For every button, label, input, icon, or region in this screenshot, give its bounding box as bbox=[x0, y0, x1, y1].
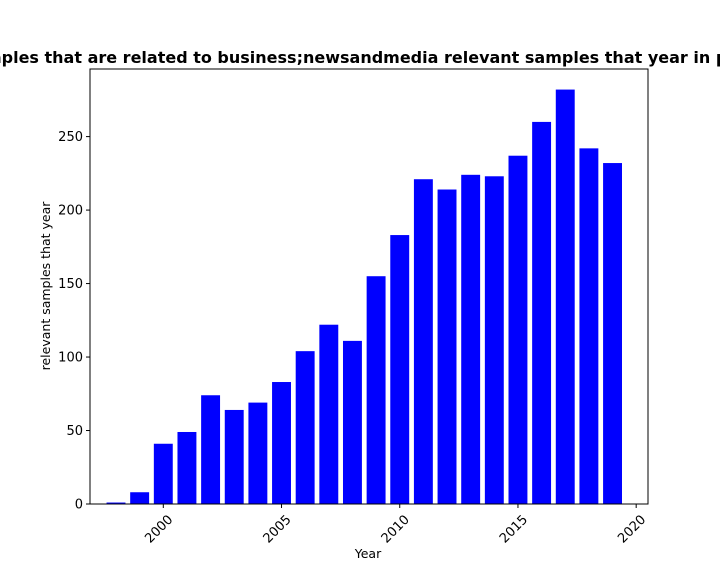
bar-2005 bbox=[272, 382, 291, 504]
bar-2010 bbox=[390, 235, 410, 504]
y-tick-label: 100 bbox=[58, 351, 83, 366]
bar-2003 bbox=[224, 409, 244, 504]
y-tick-label: 200 bbox=[58, 204, 83, 219]
x-tick-label: 2015 bbox=[497, 512, 531, 546]
y-tick-label: 0 bbox=[75, 498, 83, 513]
bars-group bbox=[106, 89, 622, 505]
bar-2004 bbox=[248, 402, 268, 504]
bar-2019 bbox=[603, 163, 622, 505]
bar-2000 bbox=[153, 443, 173, 504]
y-tick-label: 250 bbox=[58, 130, 83, 145]
bar-2007 bbox=[319, 324, 339, 504]
bar-1998 bbox=[106, 502, 126, 504]
bar-2016 bbox=[532, 121, 552, 504]
bar-1999 bbox=[130, 492, 150, 504]
bar-2011 bbox=[413, 179, 433, 504]
x-axis: 2000 2005 2010 2015 2020 bbox=[142, 504, 649, 546]
x-tick-label: 2005 bbox=[261, 512, 295, 546]
x-tick-label: 2020 bbox=[615, 512, 649, 546]
y-axis-label: relevant samples that year bbox=[38, 201, 53, 371]
bar-2018 bbox=[579, 148, 599, 505]
x-tick-label: 2000 bbox=[142, 512, 176, 546]
bar-2012 bbox=[437, 189, 457, 504]
y-axis: 0 50 100 150 200 250 bbox=[58, 130, 90, 513]
bar-2015 bbox=[508, 155, 528, 504]
bar-2008 bbox=[342, 340, 362, 505]
x-axis-label: Year bbox=[354, 546, 382, 561]
bar-2009 bbox=[366, 276, 386, 504]
y-tick-label: 150 bbox=[58, 277, 83, 292]
bar-2014 bbox=[484, 176, 504, 504]
bar-2002 bbox=[201, 395, 221, 504]
bar-2017 bbox=[555, 89, 575, 504]
plot-frame bbox=[89, 68, 649, 505]
y-tick-label: 50 bbox=[66, 424, 83, 439]
bar-2013 bbox=[461, 174, 481, 504]
bar-2001 bbox=[177, 431, 197, 504]
x-tick-label: 2010 bbox=[379, 512, 413, 546]
chart-title: Number of samples that are related to bu… bbox=[0, 48, 720, 67]
bar-2006 bbox=[295, 351, 315, 504]
